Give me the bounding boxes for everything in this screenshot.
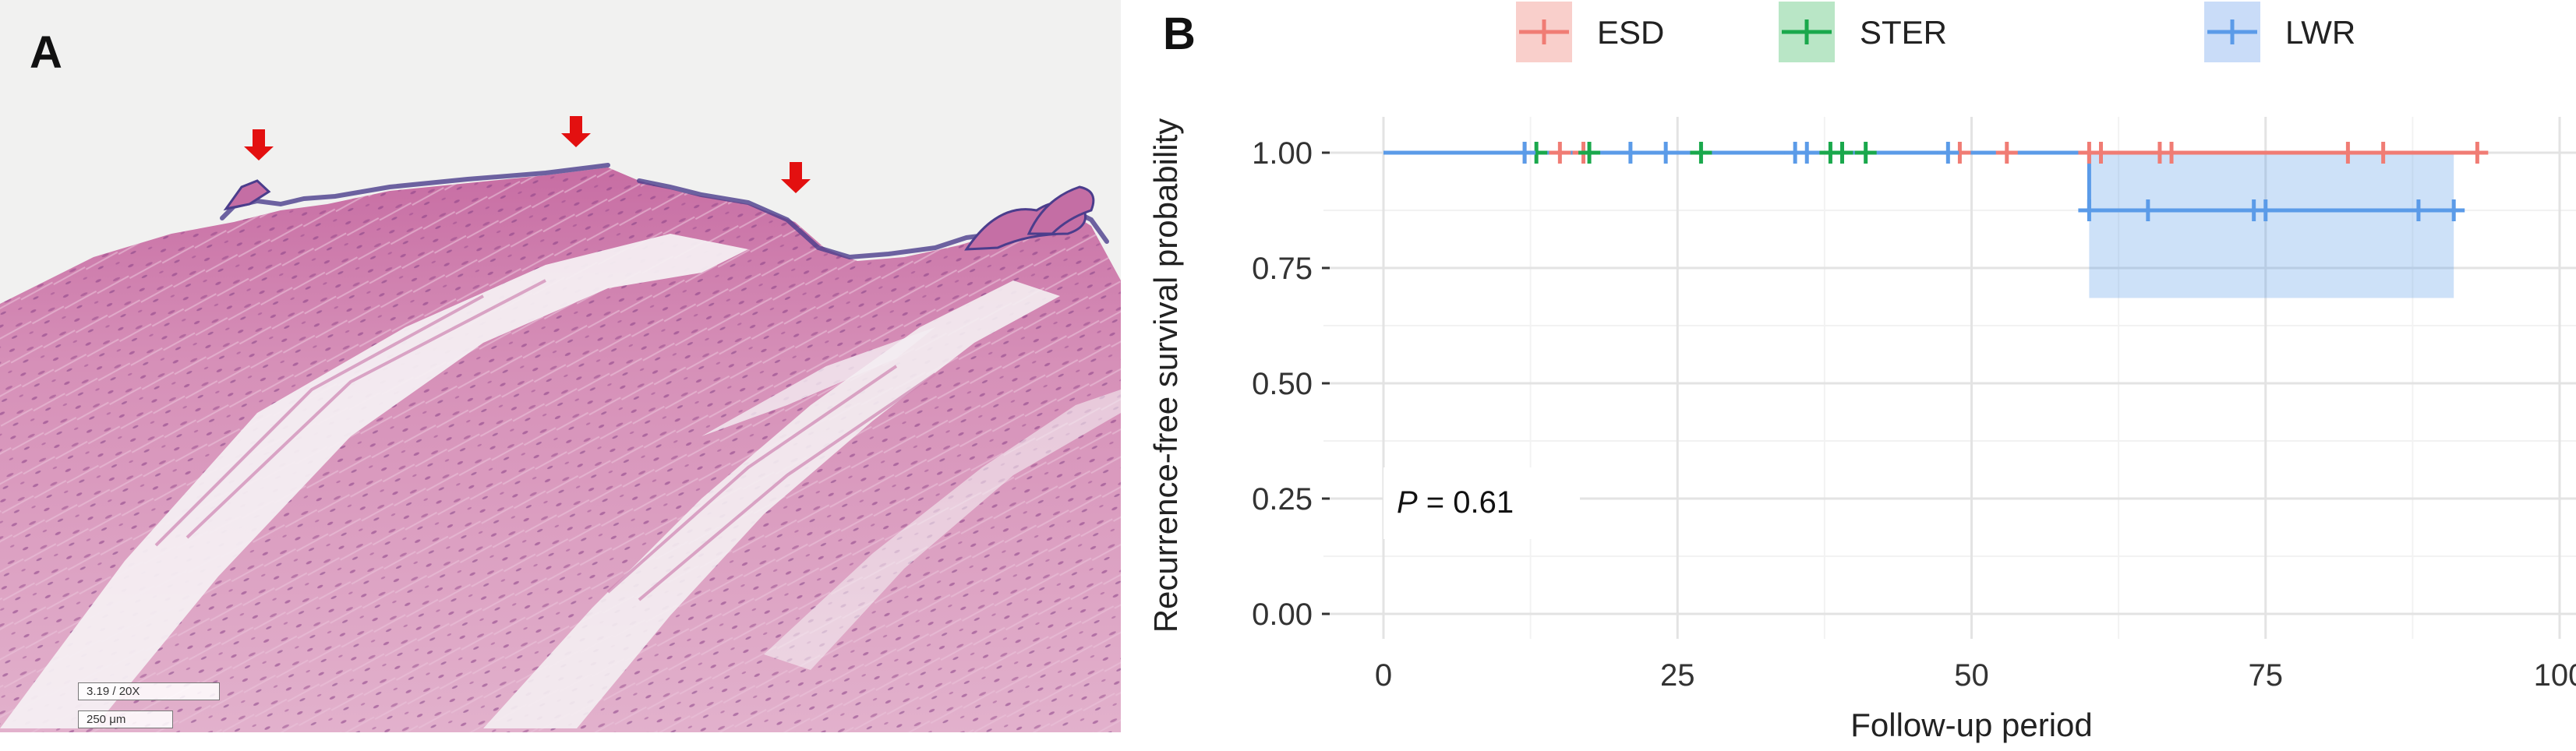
censor-mark-lwr [2407,199,2429,221]
legend-item-lwr: LWR [2204,2,2355,62]
y-tick-label: 0.50 [1252,367,1313,401]
y-axis-title: Recurrence-free survival probability [1147,118,1184,633]
arrow-icon [561,116,591,147]
p-value-annotation: P = 0.61 [1397,485,1514,520]
x-tick-label: 50 [1954,658,1989,693]
p-value-symbol: P [1397,485,1418,520]
x-axis-title: Follow-up period [1850,707,2093,743]
censor-mark-lwr [1514,142,1536,164]
legend-label: STER [1860,14,1947,51]
tissue-cleft [0,234,748,728]
histology-panel: A 3.19 / 20X 250 μm [0,0,1121,732]
x-tick-label: 100 [2534,658,2576,693]
scale-zoom-label: 3.19 / 20X [78,682,220,700]
censor-mark-lwr [1937,142,1959,164]
censor-mark-lwr [1655,142,1677,164]
censor-mark-lwr [2136,199,2159,221]
censor-mark-lwr [2443,199,2465,221]
censor-mark-esd [2372,142,2394,164]
y-tick-label: 0.00 [1252,598,1313,632]
scale-length-label: 250 μm [78,710,173,728]
legend-label: LWR [2285,14,2355,51]
x-tick-label: 75 [2249,658,2284,693]
y-tick-label: 0.25 [1252,482,1313,517]
y-tick-label: 0.75 [1252,252,1313,286]
legend-item-ster: STER [1779,2,1947,62]
red-arrows [244,116,811,193]
censor-mark-esd [2466,142,2489,164]
censor-mark-ster [1831,142,1853,164]
panel-b-label: B [1163,9,1196,59]
censor-mark-lwr [1619,142,1641,164]
panel-a-label: A [30,27,62,78]
p-value-background [1383,467,1580,539]
p-value-text: = 0.61 [1418,485,1514,520]
censor-mark-ster [1854,142,1877,164]
confidence-band-lwr [2089,153,2454,298]
censor-mark-esd [1995,142,2018,164]
detached-flap [223,179,271,211]
x-tick-label: 0 [1375,658,1392,693]
arrow-icon [781,162,811,193]
legend-label: ESD [1597,14,1664,51]
censor-mark-ster [1578,142,1601,164]
censor-mark-ster [1690,142,1712,164]
kaplan-meier-chart: 0 25 50 75 100 0.00 0.25 0.50 0.75 1.00 Follow-up … [1147,2,2576,743]
legend-item-esd: ESD [1516,2,1664,62]
censor-mark-esd [1549,142,1571,164]
censor-mark-lwr [2078,199,2101,221]
histology-image [0,0,1121,732]
x-tick-label: 25 [1660,658,1695,693]
tissue-cleft [483,280,1060,728]
censor-mark-esd [2337,142,2359,164]
detached-flap [1027,185,1095,235]
censor-mark-lwr [2254,199,2277,221]
survival-panel: B 0 25 50 75 100 0.00 0.25 0.50 0.75 1.00 Follow-u… [1122,0,2576,747]
y-tick-label: 1.00 [1252,136,1313,171]
censor-mark-esd [2090,142,2112,164]
censor-mark-esd [2161,142,2183,164]
arrow-icon [244,129,274,160]
censor-mark-lwr [1796,142,1818,164]
